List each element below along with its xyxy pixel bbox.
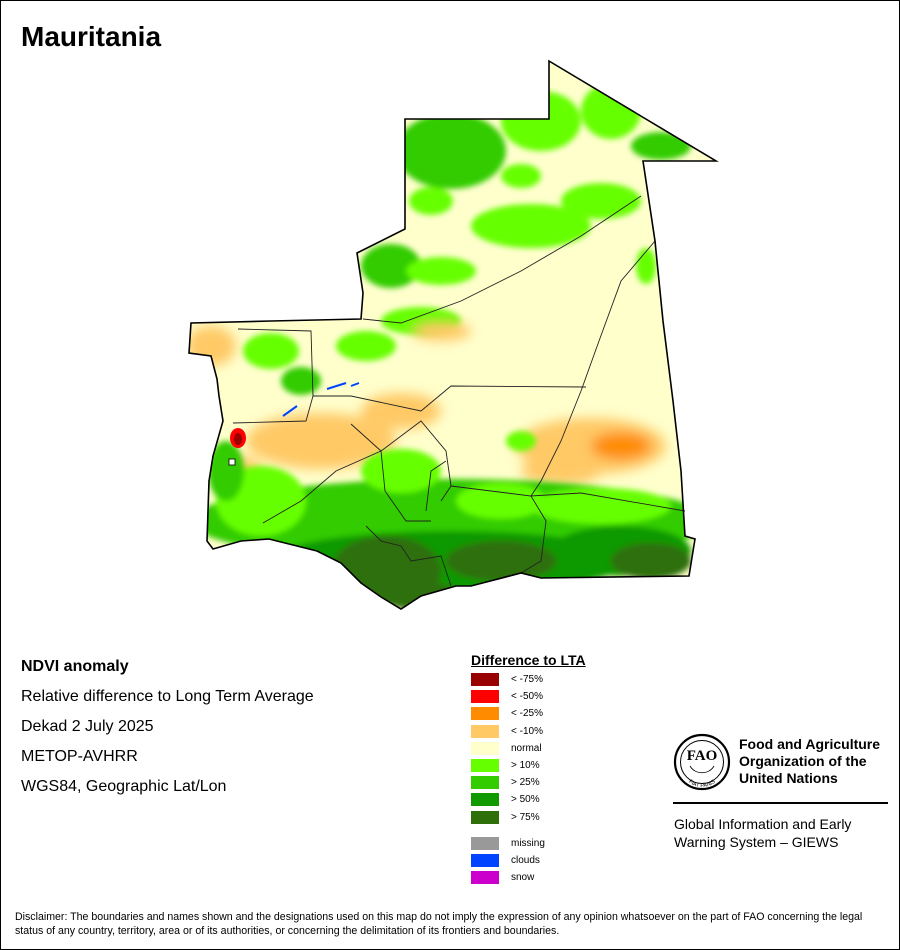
country-map (188, 59, 719, 610)
legend-swatch (471, 871, 499, 884)
legend-label: > 25% (511, 777, 540, 789)
legend-label: > 75% (511, 811, 540, 823)
legend-label: normal (511, 742, 542, 754)
legend-swatch (471, 690, 499, 704)
fao-name-line-1: Food and Agriculture (739, 736, 881, 752)
legend-label: > 50% (511, 794, 540, 806)
legend-label: < -10% (511, 725, 543, 737)
legend-swatch (471, 810, 499, 824)
legend-label: < -75% (511, 674, 543, 685)
legend-swatch (471, 837, 499, 850)
legend-swatch (471, 854, 499, 867)
giews-line-2: Warning System – GIEWS (674, 834, 839, 850)
info-line-sensor: METOP-AVHRR (21, 748, 138, 765)
fao-divider (673, 802, 888, 804)
info-line-product: NDVI anomaly (21, 658, 129, 675)
fao-name-line-2: Organization of the (739, 753, 867, 769)
fao-logo-motto: FIAT PANIS (687, 779, 717, 789)
legend-label: < -50% (511, 691, 543, 703)
legend-swatch (471, 759, 499, 772)
disclaimer: Disclaimer: The boundaries and names sho… (15, 911, 863, 937)
legend-label: clouds (511, 855, 540, 866)
legend-swatch (471, 741, 499, 755)
country-outline (188, 59, 719, 610)
giews-line-1: Global Information and Early (674, 816, 852, 832)
legend-label: < -25% (511, 708, 543, 720)
info-line-projection: WGS84, Geographic Lat/Lon (21, 778, 227, 795)
legend-label: > 10% (511, 760, 540, 771)
giews-name: Global Information and Early Warning Sys… (674, 815, 894, 851)
legend-swatch (471, 793, 499, 807)
legend-swatch (471, 673, 499, 686)
fao-logo-icon: FAO FIAT PANIS (673, 733, 731, 791)
ndvi-raster (189, 61, 716, 609)
fao-name: Food and Agriculture Organization of the… (739, 736, 899, 787)
legend-swatch (471, 707, 499, 721)
legend-label: missing (511, 838, 545, 849)
region-boundaries (232, 195, 686, 587)
fao-logo-text: FAO (687, 748, 718, 764)
legend-swatch (471, 724, 499, 738)
legend-swatch (471, 776, 499, 790)
map-title: Mauritania (21, 21, 162, 52)
capital-marker (228, 458, 236, 466)
info-line-description: Relative difference to Long Term Average (21, 688, 314, 705)
fao-name-line-3: United Nations (739, 770, 838, 786)
legend-title: Difference to LTA (471, 652, 586, 668)
legend-label: snow (511, 872, 535, 883)
info-line-period: Dekad 2 July 2025 (21, 718, 154, 735)
